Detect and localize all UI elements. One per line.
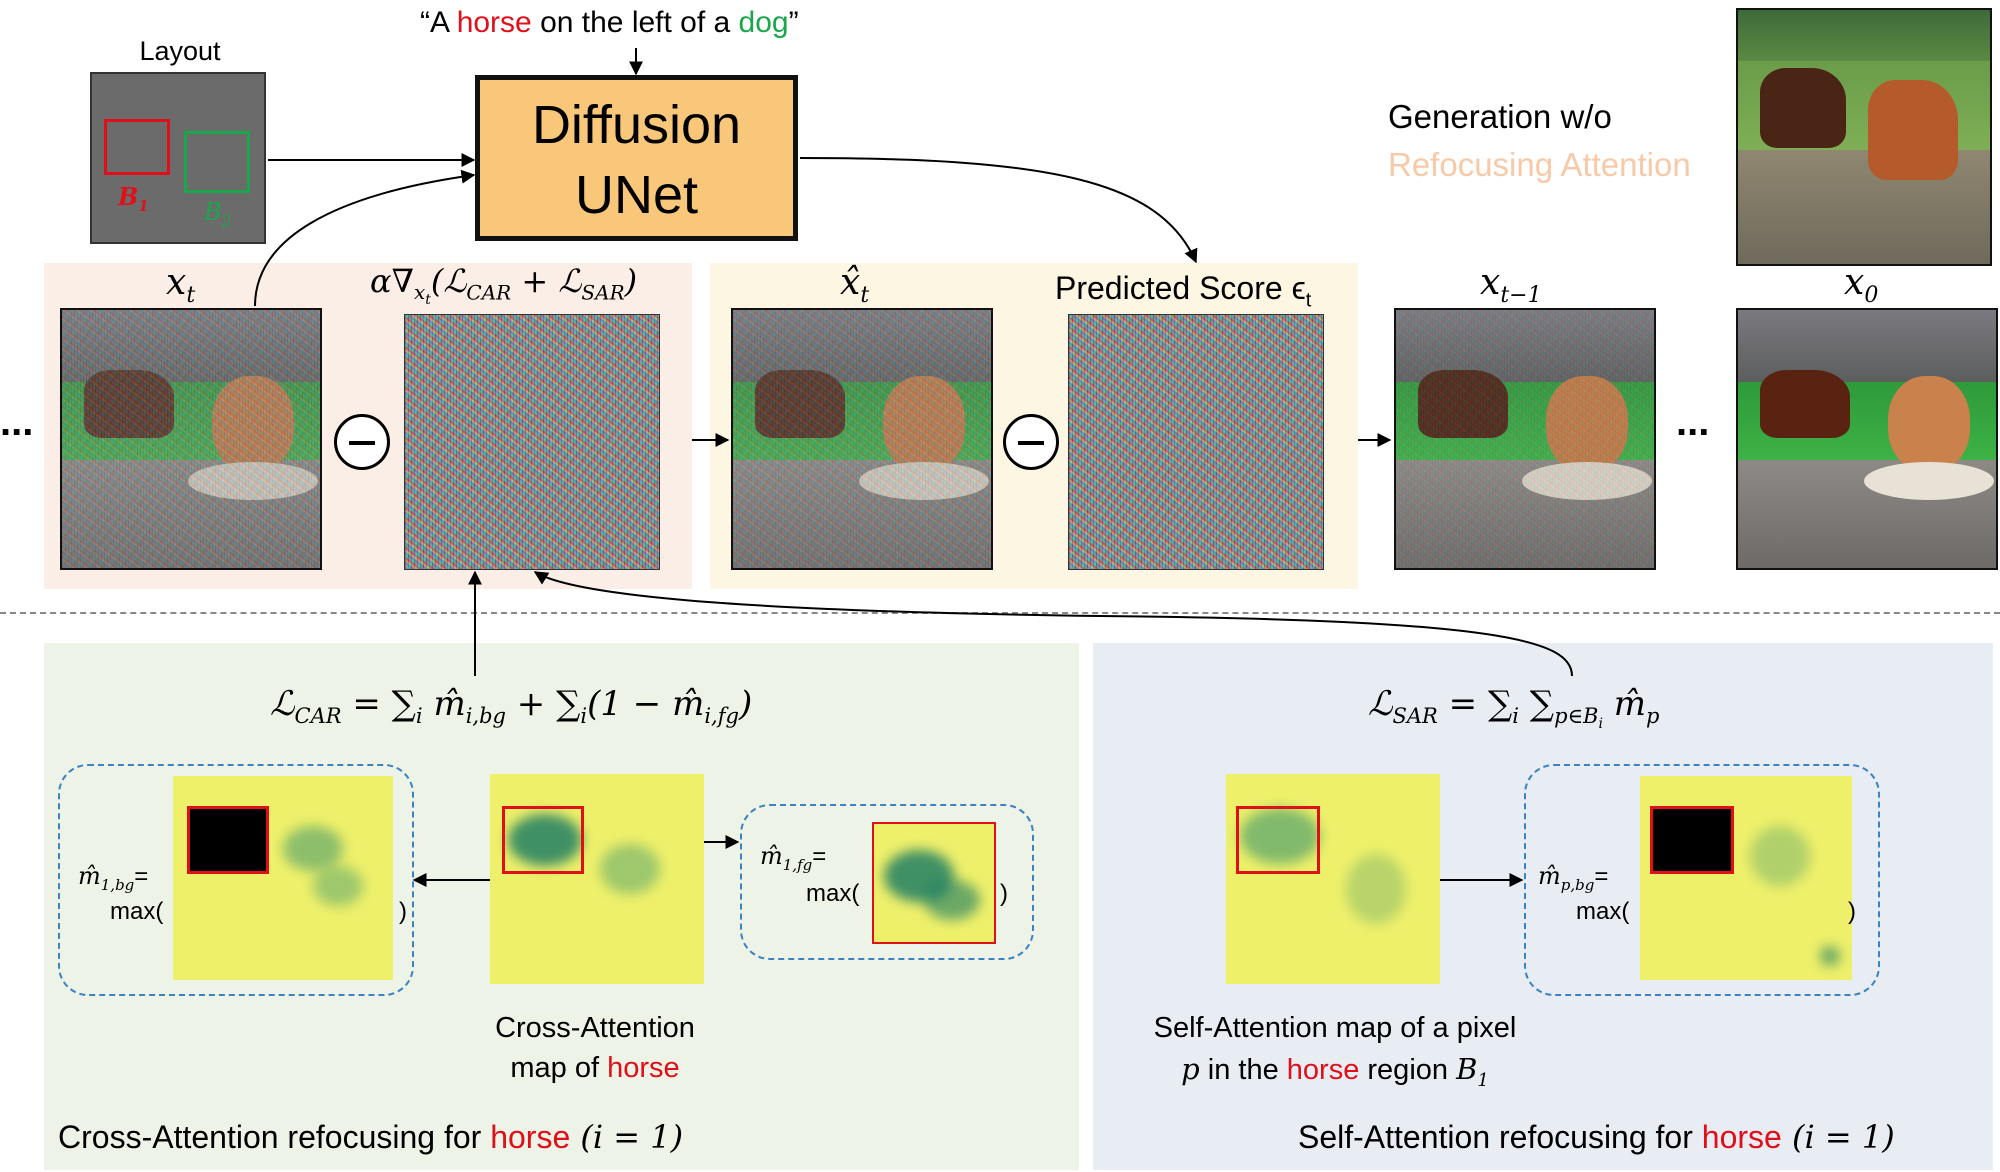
x0-dog	[1888, 376, 1970, 472]
xt-bench	[188, 462, 318, 500]
label-xt: xt	[166, 262, 196, 309]
car-fg-label: m̂1,fg=	[760, 842, 827, 874]
self-attention-map	[1226, 774, 1440, 984]
image-xhat	[731, 308, 993, 570]
baseline-horse-right	[1868, 80, 1958, 180]
baseline-generation-image	[1736, 8, 1992, 266]
label-xt-minus-1: xt−1	[1480, 262, 1542, 309]
x0-bench	[1864, 462, 1994, 500]
xt1-bench	[1522, 462, 1652, 500]
label-x0: x0	[1844, 262, 1879, 309]
xt-horse	[84, 370, 174, 438]
sar-bg-label: m̂p,bg=	[1538, 862, 1609, 894]
self-map-caption-line1: Self-Attention map of a pixel	[1153, 1012, 1517, 1044]
image-xt	[60, 308, 322, 570]
car-fg-heatmap	[872, 822, 996, 944]
ellipsis-left: ...	[0, 400, 34, 444]
xt1-horse	[1418, 370, 1508, 438]
car-bg-box	[58, 764, 414, 996]
label-xhat: x̂t	[840, 262, 870, 309]
unet-label-line1: Diffusion	[531, 95, 742, 155]
x0-horse	[1760, 370, 1850, 438]
prompt-dog: dog	[738, 6, 789, 39]
car-caption: Cross-Attention refocusing for horse (i …	[58, 1118, 684, 1156]
prompt-horse: horse	[456, 6, 532, 39]
cross-map-caption-line1: Cross-Attention	[495, 1012, 695, 1044]
cross-map-horse-box	[502, 806, 584, 874]
image-gradient-noise	[404, 314, 660, 570]
car-bg-heatmap	[173, 776, 393, 980]
cross-map-caption-line2: map of horse	[510, 1052, 680, 1084]
xhat-bench	[859, 462, 989, 500]
layout-label-b1: B1	[118, 182, 149, 215]
unet-label-line2: UNet	[574, 165, 699, 225]
ellipsis-right: ...	[1676, 400, 1710, 444]
text-prompt: “A horse on the left of a dog”	[420, 6, 799, 39]
sar-bg-max: max(	[1576, 898, 1630, 925]
section-divider	[0, 612, 2000, 614]
sar-bg-close: )	[1848, 898, 1856, 925]
image-xt-minus-1	[1394, 308, 1656, 570]
layout-title: Layout	[139, 36, 221, 66]
xhat-horse	[755, 370, 845, 438]
car-bg-label: m̂1,bg=	[78, 862, 149, 894]
cross-attention-map	[490, 774, 704, 984]
sar-formula: ℒSAR = ∑i ∑p∈Bi m̂p	[1368, 684, 1660, 732]
image-predicted-score-noise	[1068, 314, 1324, 570]
self-map-pixel-box	[1236, 806, 1320, 874]
minus-operator-2	[1003, 414, 1059, 470]
unet-to-score-arrow	[799, 157, 1198, 264]
generation-label-line2: Refocusing Attention	[1388, 146, 1691, 183]
sar-bg-heatmap	[1640, 776, 1852, 980]
layout-canvas: B1 B2	[90, 72, 266, 244]
sar-bg-box	[1524, 764, 1880, 996]
car-bg-close: )	[399, 898, 407, 925]
diffusion-unet-block: Diffusion UNet	[475, 75, 798, 241]
minus-operator-1	[334, 414, 390, 470]
baseline-horse-left	[1760, 68, 1846, 148]
xhat-dog	[883, 376, 965, 472]
car-formula: ℒCAR = ∑i m̂i,bg + ∑i(1 − m̂i,fg)	[270, 684, 753, 728]
sar-caption: Self-Attention refocusing for horse (i =…	[1298, 1118, 1895, 1156]
layout-label-b2: B2	[204, 198, 232, 230]
self-map-caption-line2: p in the horse region B1	[1181, 1052, 1489, 1091]
label-gradient: α∇xt(ℒCAR + ℒSAR)	[370, 262, 638, 309]
car-bg-max: max(	[110, 898, 164, 925]
car-fg-box	[740, 804, 1034, 960]
generation-label-line1: Generation w/o	[1388, 98, 1612, 135]
layout-box-b2	[184, 131, 250, 193]
label-predicted-score: Predicted Score ϵt	[1055, 270, 1312, 312]
car-fg-close: )	[1000, 880, 1008, 907]
image-x0	[1736, 308, 1998, 570]
xt-to-unet-arrow	[254, 169, 476, 307]
sar-to-grad-arrow	[533, 571, 1573, 677]
car-fg-max: max(	[806, 880, 860, 907]
layout-box-b1	[104, 119, 170, 175]
xt-dog	[212, 376, 294, 472]
car-bg-masked-region	[187, 806, 269, 874]
sar-bg-masked-region	[1650, 806, 1734, 874]
xt1-dog	[1546, 376, 1628, 472]
